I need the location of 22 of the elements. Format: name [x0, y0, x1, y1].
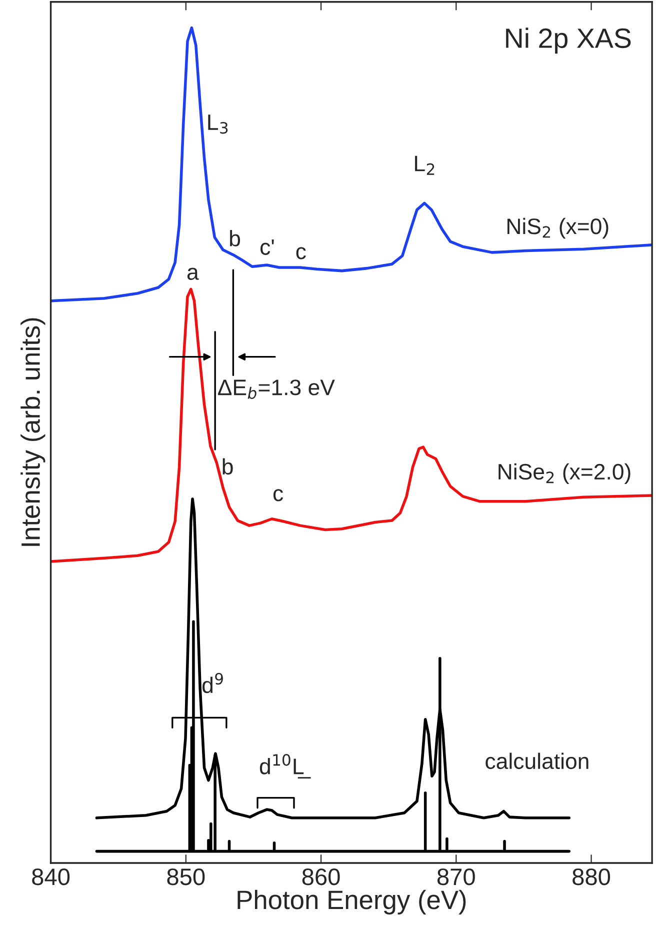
annotation: a	[187, 268, 199, 280]
annotation: c	[273, 489, 284, 502]
x-tick-label: 880	[572, 868, 610, 886]
annotation: NiSe$_{2}$ (x=2.0)	[498, 463, 630, 484]
annotation: ΔE$_{b}$=1.3 eV	[218, 380, 335, 399]
annotation: c'	[260, 239, 274, 255]
annotation: c	[296, 247, 306, 260]
y-axis-title: Intensity (arb. units)	[20, 318, 46, 546]
x-tick-label: 860	[302, 868, 340, 886]
annotation: calculation	[486, 752, 588, 770]
x-tick-label: 840	[32, 868, 70, 886]
x-axis-title: Photon Energy (eV)	[238, 890, 466, 914]
annotation: d$^{10}$L̲	[260, 754, 311, 779]
x-tick-label: 850	[167, 868, 205, 886]
annotation: d$^{9}$	[202, 672, 223, 694]
annotation: NiS$_{2}$ (x=0)	[507, 218, 608, 239]
annotation: b	[230, 230, 240, 246]
annotation: L$_{3}$	[208, 114, 228, 134]
chart-title: Ni 2p XAS	[506, 28, 631, 54]
annotation: L$_{2}$	[415, 156, 434, 175]
annotation: b	[222, 458, 233, 475]
x-tick-label: 870	[437, 868, 475, 886]
